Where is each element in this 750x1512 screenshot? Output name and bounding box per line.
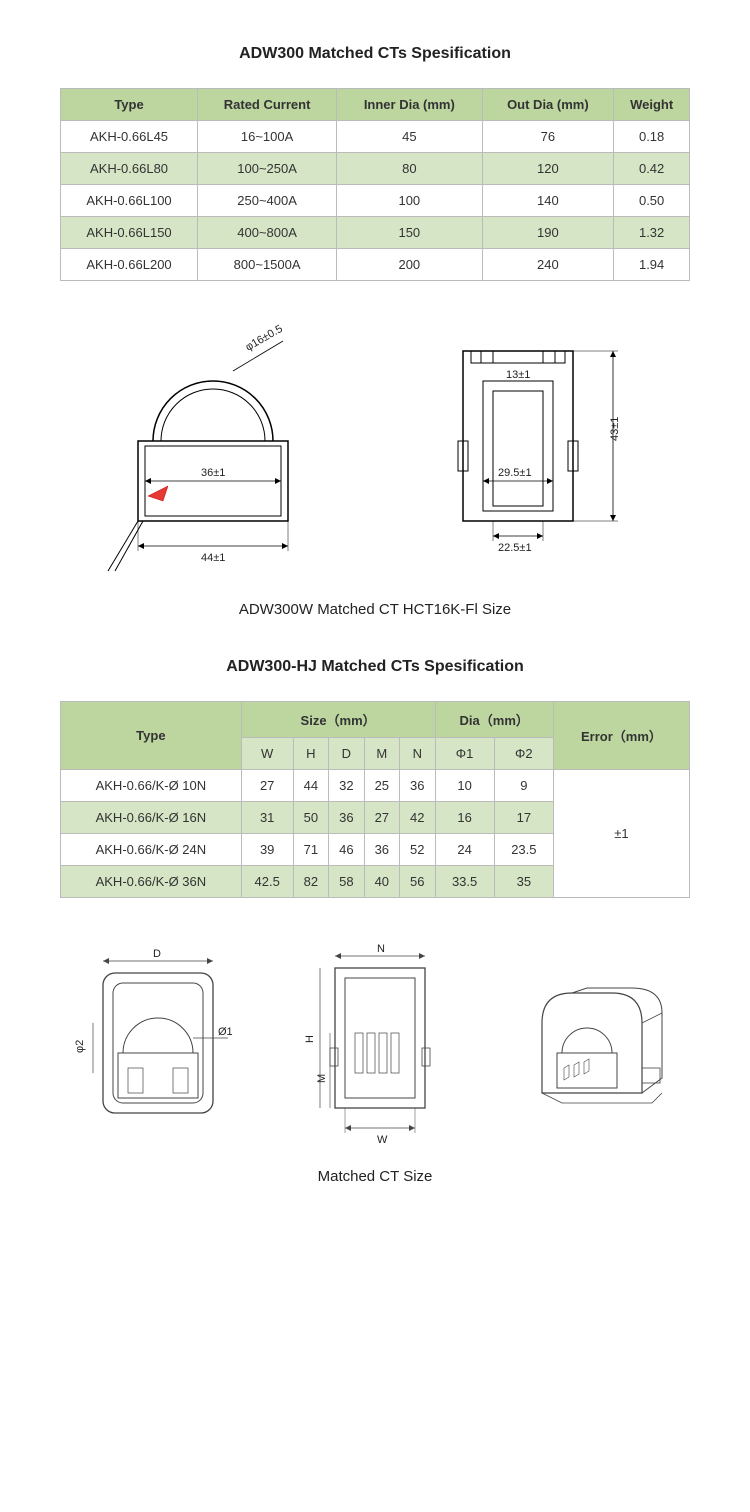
error-cell: ±1 <box>553 770 689 898</box>
dim-N: N <box>377 943 385 955</box>
dim-D: D <box>153 948 161 960</box>
dim-phi1: Ø1 <box>218 1026 233 1038</box>
dim-H: H <box>304 1035 316 1043</box>
table-1: Type Rated Current Inner Dia (mm) Out Di… <box>60 88 690 281</box>
table-2: Type Size（mm） Dia（mm） Error（mm） W H D M … <box>60 701 690 898</box>
col-rated-current: Rated Current <box>198 89 337 121</box>
table-row: AKH-0.66L45 16~100A 45 76 0.18 <box>61 121 690 153</box>
section2-title: ADW300-HJ Matched CTs Spesification <box>60 658 690 676</box>
diagram2-caption: Matched CT Size <box>60 1168 690 1185</box>
dim-W: W <box>377 1134 388 1146</box>
diagram-1-right: 13±1 29.5±1 22.5±1 43±1 <box>385 321 690 581</box>
table-row: AKH-0.66L80 100~250A 80 120 0.42 <box>61 153 690 185</box>
dim-43: 43±1 <box>609 417 621 441</box>
dim-295: 29.5±1 <box>498 467 532 479</box>
diagram-1-row: 36±1 44±1 φ16±0.5 13±1 <box>60 321 690 581</box>
col2-size: Size（mm） <box>241 702 435 738</box>
col2-dia: Dia（mm） <box>435 702 553 738</box>
col2-error: Error（mm） <box>553 702 689 770</box>
dim-M: M <box>316 1074 328 1083</box>
diagram-2-front: D Ø1 φ2 <box>60 943 257 1143</box>
table-row: AKH-0.66L150 400~800A 150 190 1.32 <box>61 217 690 249</box>
dim-13: 13±1 <box>506 369 530 381</box>
dim-225: 22.5±1 <box>498 542 532 554</box>
diagram-1-left: 36±1 44±1 φ16±0.5 <box>60 321 365 581</box>
col-out-dia: Out Dia (mm) <box>482 89 614 121</box>
table-row: AKH-0.66/K-Ø 10N 27 44 32 25 36 10 9 ±1 <box>61 770 690 802</box>
col-type: Type <box>61 89 198 121</box>
dim-36: 36±1 <box>201 467 225 479</box>
table-row: AKH-0.66L100 250~400A 100 140 0.50 <box>61 185 690 217</box>
col2-type: Type <box>61 702 242 770</box>
table-row: AKH-0.66L200 800~1500A 200 240 1.94 <box>61 249 690 281</box>
table-header-row: Type Rated Current Inner Dia (mm) Out Di… <box>61 89 690 121</box>
dim-phi: φ16±0.5 <box>243 323 284 354</box>
dim-phi2: φ2 <box>74 1040 86 1053</box>
col-inner-dia: Inner Dia (mm) <box>337 89 482 121</box>
diagram-2-iso <box>493 953 690 1133</box>
section1-title: ADW300 Matched CTs Spesification <box>60 45 690 63</box>
diagram-2-row: D Ø1 φ2 N H <box>60 938 690 1148</box>
diagram-2-side: N H M W <box>277 938 474 1148</box>
diagram1-caption: ADW300W Matched CT HCT16K-Fl Size <box>60 601 690 618</box>
col-weight: Weight <box>614 89 690 121</box>
dim-44: 44±1 <box>201 552 225 564</box>
